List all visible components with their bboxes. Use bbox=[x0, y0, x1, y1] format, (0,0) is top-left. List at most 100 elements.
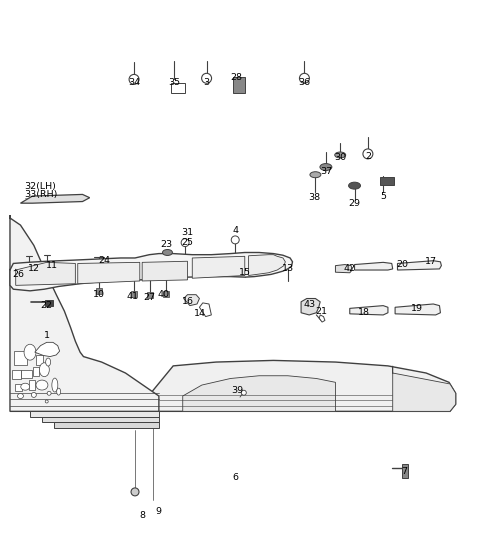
Bar bbox=[233, 77, 245, 93]
Polygon shape bbox=[10, 252, 292, 291]
Text: 15: 15 bbox=[239, 268, 251, 277]
Ellipse shape bbox=[24, 344, 36, 360]
Text: 11: 11 bbox=[46, 261, 58, 270]
Text: 37: 37 bbox=[320, 167, 332, 176]
Text: 24: 24 bbox=[98, 256, 110, 264]
Text: 2: 2 bbox=[365, 152, 371, 161]
Ellipse shape bbox=[163, 250, 172, 256]
Ellipse shape bbox=[36, 380, 48, 390]
Ellipse shape bbox=[31, 392, 36, 397]
Text: 9: 9 bbox=[156, 506, 162, 516]
Polygon shape bbox=[397, 261, 442, 270]
Text: 27: 27 bbox=[144, 293, 156, 302]
Bar bbox=[163, 291, 169, 297]
Text: 25: 25 bbox=[181, 238, 193, 247]
Polygon shape bbox=[336, 264, 352, 273]
Bar bbox=[29, 380, 36, 390]
Circle shape bbox=[231, 236, 239, 244]
Text: 40: 40 bbox=[157, 290, 169, 299]
Polygon shape bbox=[54, 422, 159, 428]
Text: 28: 28 bbox=[230, 73, 242, 82]
Polygon shape bbox=[184, 295, 199, 306]
Polygon shape bbox=[350, 306, 388, 315]
Text: 17: 17 bbox=[425, 257, 437, 266]
Bar bbox=[171, 83, 185, 93]
Polygon shape bbox=[395, 304, 441, 315]
Polygon shape bbox=[149, 360, 456, 412]
Text: 10: 10 bbox=[93, 290, 105, 299]
Text: 34: 34 bbox=[128, 78, 140, 87]
Circle shape bbox=[131, 488, 139, 496]
Polygon shape bbox=[21, 195, 90, 203]
Circle shape bbox=[241, 390, 246, 395]
Polygon shape bbox=[199, 303, 211, 317]
Polygon shape bbox=[42, 417, 159, 422]
Text: 20: 20 bbox=[396, 260, 408, 269]
Text: 38: 38 bbox=[308, 193, 320, 202]
Bar bbox=[402, 464, 408, 478]
Text: 12: 12 bbox=[28, 264, 40, 273]
Text: 4: 4 bbox=[232, 226, 238, 235]
Ellipse shape bbox=[348, 182, 360, 189]
Text: 42: 42 bbox=[344, 264, 356, 273]
Text: 1: 1 bbox=[44, 331, 50, 341]
Bar bbox=[21, 370, 32, 378]
Text: 18: 18 bbox=[358, 308, 370, 317]
Polygon shape bbox=[10, 215, 159, 412]
Polygon shape bbox=[319, 315, 325, 322]
Bar bbox=[380, 177, 394, 185]
Text: 14: 14 bbox=[193, 309, 205, 318]
Ellipse shape bbox=[320, 164, 332, 170]
Polygon shape bbox=[355, 262, 393, 270]
Polygon shape bbox=[393, 366, 456, 412]
Polygon shape bbox=[78, 262, 140, 284]
Ellipse shape bbox=[57, 388, 60, 395]
Circle shape bbox=[202, 73, 212, 83]
Text: 6: 6 bbox=[232, 473, 238, 482]
Bar bbox=[96, 288, 102, 294]
Text: 7: 7 bbox=[402, 467, 408, 476]
Ellipse shape bbox=[39, 363, 49, 377]
Text: 26: 26 bbox=[12, 270, 24, 279]
Ellipse shape bbox=[45, 400, 48, 403]
Text: 41: 41 bbox=[127, 292, 139, 301]
Ellipse shape bbox=[46, 358, 51, 366]
Polygon shape bbox=[30, 412, 159, 417]
Text: 13: 13 bbox=[282, 264, 294, 273]
Polygon shape bbox=[301, 299, 320, 315]
Text: 33(RH): 33(RH) bbox=[24, 190, 57, 199]
Polygon shape bbox=[249, 255, 285, 276]
Text: 16: 16 bbox=[181, 298, 193, 306]
Polygon shape bbox=[16, 262, 75, 285]
Bar bbox=[12, 370, 21, 379]
Text: 22: 22 bbox=[41, 301, 53, 310]
Text: 31: 31 bbox=[181, 228, 193, 237]
Circle shape bbox=[363, 149, 373, 159]
Polygon shape bbox=[35, 342, 60, 356]
Text: 30: 30 bbox=[334, 153, 346, 162]
Text: 32(LH): 32(LH) bbox=[24, 182, 57, 191]
Circle shape bbox=[181, 239, 189, 247]
Text: 36: 36 bbox=[299, 78, 311, 87]
Bar bbox=[14, 384, 22, 391]
Ellipse shape bbox=[21, 383, 30, 390]
Bar bbox=[147, 292, 153, 298]
Bar bbox=[36, 355, 43, 365]
Circle shape bbox=[300, 73, 310, 83]
Text: 23: 23 bbox=[160, 240, 172, 249]
Ellipse shape bbox=[310, 172, 321, 177]
Ellipse shape bbox=[47, 391, 51, 395]
Text: 29: 29 bbox=[348, 199, 360, 208]
Text: 19: 19 bbox=[410, 304, 422, 313]
Circle shape bbox=[129, 74, 139, 84]
Polygon shape bbox=[142, 261, 188, 281]
Ellipse shape bbox=[17, 393, 24, 398]
Text: 3: 3 bbox=[204, 78, 210, 87]
Bar bbox=[13, 351, 27, 365]
Polygon shape bbox=[183, 376, 336, 412]
Ellipse shape bbox=[52, 378, 58, 392]
Text: 21: 21 bbox=[315, 306, 327, 316]
Text: 39: 39 bbox=[231, 386, 244, 395]
Bar bbox=[131, 291, 137, 297]
Ellipse shape bbox=[335, 152, 346, 158]
